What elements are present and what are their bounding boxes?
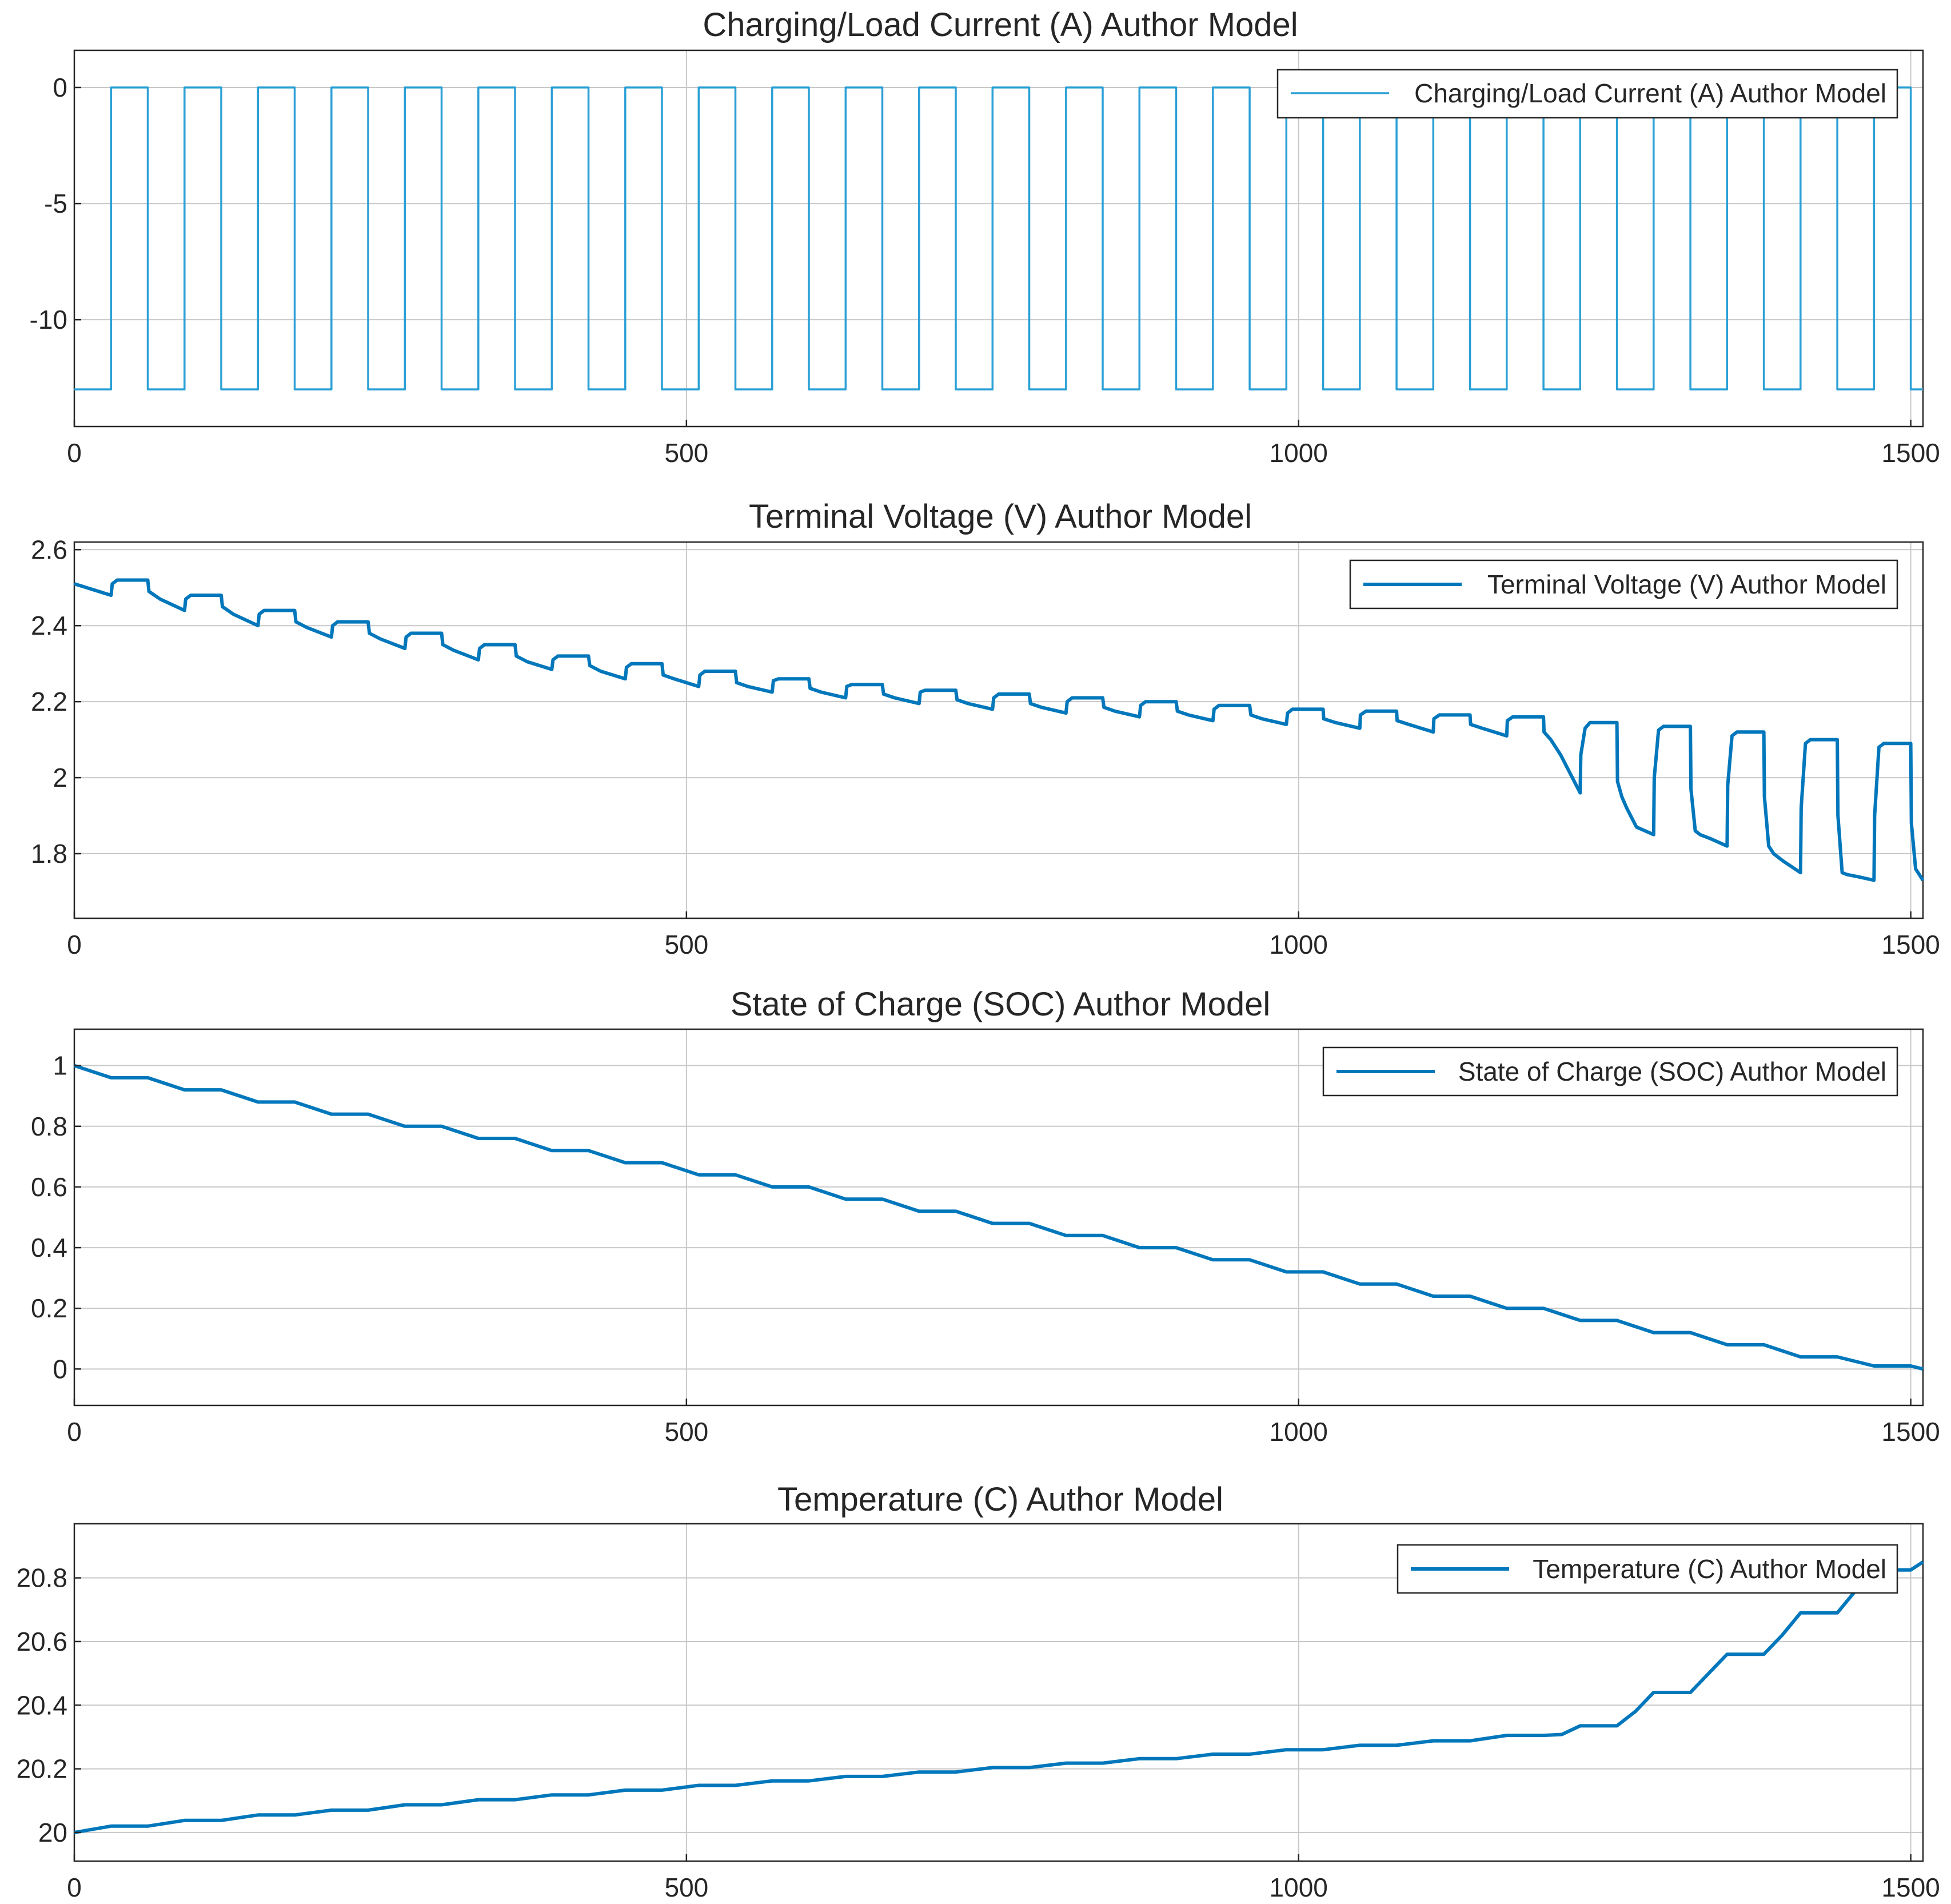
y-tick-label: 2.6: [31, 535, 67, 564]
x-tick-label: 500: [664, 438, 708, 468]
x-tick-label: 0: [67, 1873, 82, 1902]
legend-label: Charging/Load Current (A) Author Model: [1414, 78, 1886, 108]
legend[interactable]: Temperature (C) Author Model: [1397, 1544, 1898, 1594]
y-tick-label: 1: [53, 1051, 67, 1081]
y-tick-label: 0: [53, 73, 67, 102]
y-tick-label: -10: [30, 305, 67, 334]
y-tick-label: 2.2: [31, 687, 67, 716]
x-tick-label: 1000: [1270, 930, 1328, 959]
series-line: [74, 578, 1925, 882]
x-tick-label: 0: [67, 930, 82, 959]
x-tick-label: 1500: [1881, 1417, 1940, 1447]
y-tick-label: 0.4: [31, 1233, 67, 1262]
legend-label: State of Charge (SOC) Author Model: [1458, 1057, 1886, 1086]
chart-temperature: Temperature (C) Author Model 0 500 1000 150…: [16, 1481, 1940, 1902]
plot-frame: [73, 49, 1924, 428]
y-tick-label: 0: [53, 1354, 67, 1384]
plot-frame: [73, 1523, 1924, 1862]
x-tick-label: 1000: [1270, 1873, 1328, 1902]
x-tick-label: 0: [67, 1417, 82, 1447]
legend[interactable]: Terminal Voltage (V) Author Model: [1349, 559, 1898, 610]
y-tick-label: -5: [44, 189, 67, 218]
y-tick-label: 20.8: [16, 1563, 67, 1593]
chart-title: Terminal Voltage (V) Author Model: [749, 498, 1252, 535]
y-tick-label: 20.6: [16, 1627, 67, 1656]
x-tick-label: 1000: [1270, 1417, 1328, 1447]
x-tick-label: 1500: [1881, 930, 1940, 959]
y-tick-label: 0.2: [31, 1293, 67, 1323]
y-tick-label: 20.2: [16, 1754, 67, 1784]
series-line: [74, 86, 1923, 391]
y-tick-label: 2.4: [31, 611, 67, 640]
chart-title: State of Charge (SOC) Author Model: [731, 986, 1271, 1023]
chart-title: Temperature (C) Author Model: [777, 1481, 1223, 1518]
legend[interactable]: State of Charge (SOC) Author Model: [1322, 1046, 1898, 1097]
series-line: [74, 1063, 1924, 1371]
legend-label: Terminal Voltage (V) Author Model: [1487, 569, 1886, 599]
chart-current: Charging/Load Current (A) Author Model 0…: [30, 6, 1940, 468]
x-tick-label: 500: [664, 1417, 708, 1447]
x-tick-label: 1500: [1881, 438, 1940, 468]
legend-label: Temperature (C) Author Model: [1533, 1554, 1886, 1584]
series-line: [74, 1560, 1924, 1834]
x-tick-label: 1000: [1270, 438, 1328, 468]
legend[interactable]: Charging/Load Current (A) Author Model: [1276, 69, 1898, 119]
y-tick-label: 0.6: [31, 1172, 67, 1202]
x-tick-label: 0: [67, 438, 82, 468]
x-tick-label: 500: [664, 1873, 708, 1902]
plot-frame: [73, 541, 1924, 919]
plot-frame: [73, 1028, 1924, 1407]
chart-title: Charging/Load Current (A) Author Model: [703, 6, 1298, 43]
x-tick-label: 500: [664, 930, 708, 959]
y-tick-label: 20.4: [16, 1690, 67, 1720]
x-tick-label: 1500: [1881, 1873, 1940, 1902]
y-tick-label: 2: [53, 763, 67, 792]
y-tick-label: 1.8: [31, 839, 67, 869]
chart-soc: State of Charge (SOC) Author Model 0 500 1…: [31, 986, 1940, 1447]
chart-voltage: Terminal Voltage (V) Author Model 0 500 10…: [31, 498, 1940, 959]
y-tick-label: 20: [38, 1818, 67, 1847]
y-tick-label: 0.8: [31, 1112, 67, 1141]
